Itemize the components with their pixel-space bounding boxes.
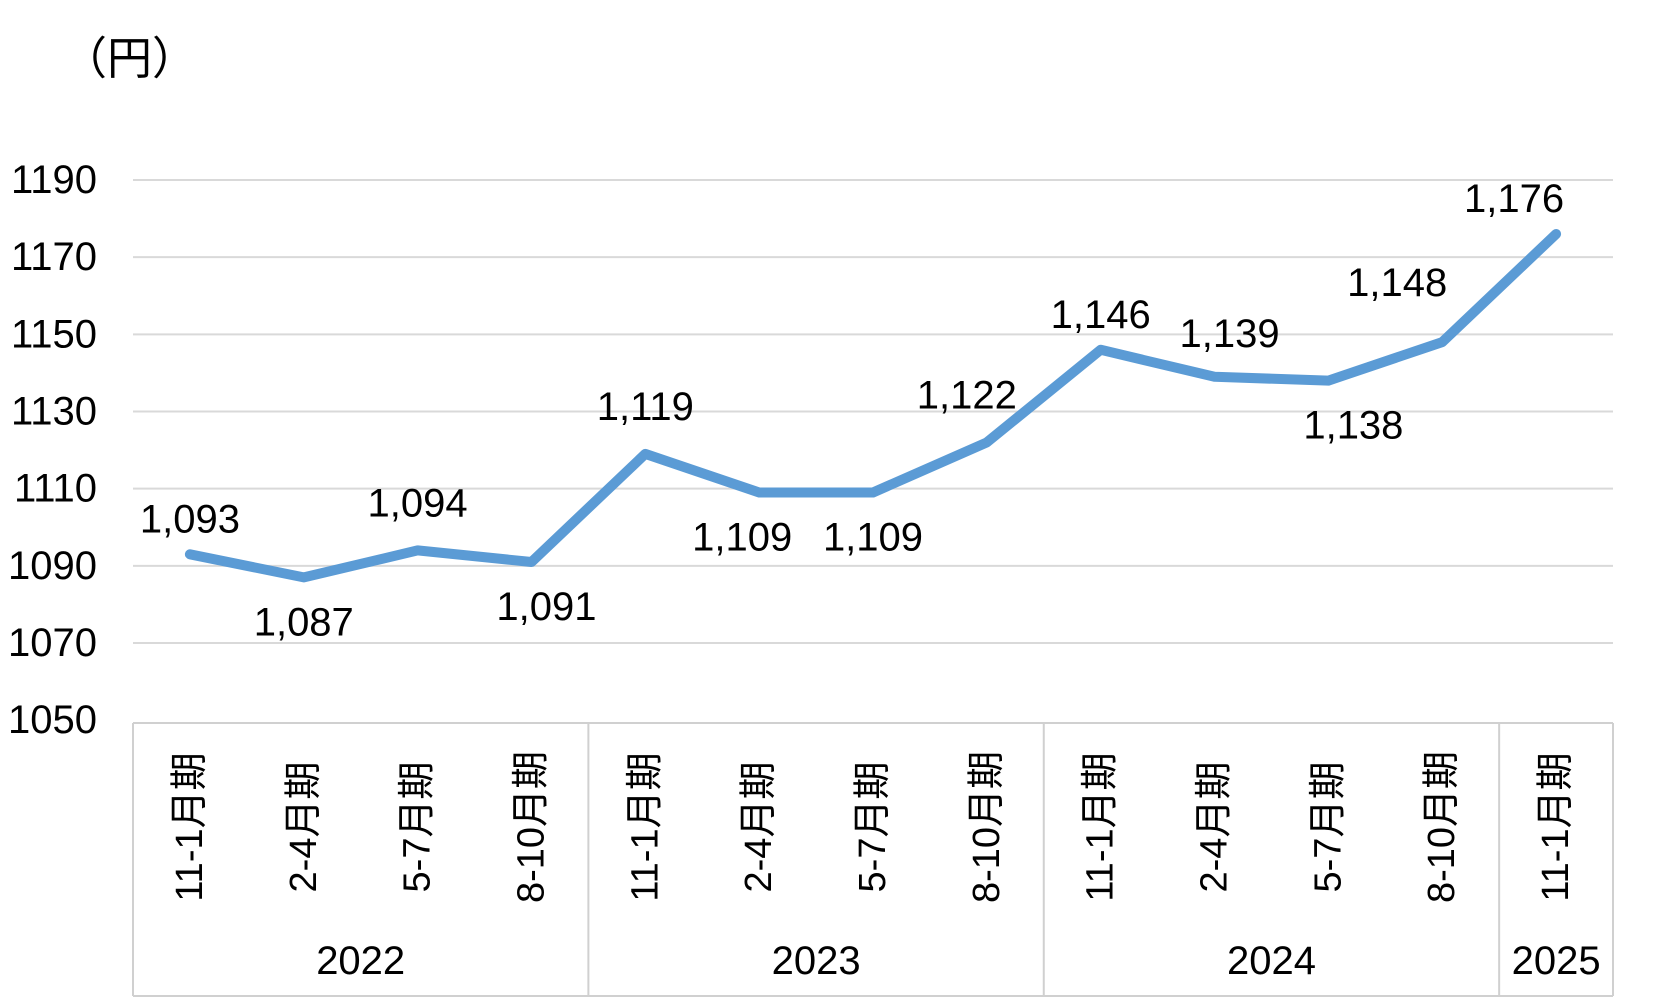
x-period-label: 2-4月期 [738,762,780,893]
axis-unit-label: （円） [62,33,197,84]
y-tick-label: 1050 [8,698,97,742]
data-point-label: 1,176 [1464,177,1564,221]
y-tick-label: 1110 [14,467,97,511]
data-point-label: 1,119 [597,385,694,429]
data-series [184,229,1562,583]
x-period-label: 5-7月期 [1307,762,1349,893]
x-period-label: 5-7月期 [852,762,894,893]
x-period-label: 11-1月期 [169,752,211,901]
x-period-label: 5-7月期 [397,762,439,893]
y-tick-label: 1150 [11,312,97,356]
year-label: 2023 [772,939,861,983]
data-point-label: 1,122 [917,373,1017,417]
x-period-label: 2-4月期 [1194,762,1236,893]
data-point-label: 1,138 [1303,404,1403,448]
year-label: 2022 [316,939,405,983]
data-point-label: 1,139 [1179,312,1279,356]
data-point-label: 1,093 [140,497,240,541]
x-axis-labels: 11-1月期 2-4月期 5-7月期 8-10月期 2022 11-1月期 2-4月期 5-7… [169,751,1601,983]
x-period-label: 8-10月期 [510,751,552,903]
x-period-label: 11-1月期 [624,752,666,901]
data-point-label: 1,146 [1051,293,1151,337]
data-point-label: 1,087 [254,600,354,644]
y-tick-label: 1170 [11,235,97,279]
data-point-label: 1,109 [823,516,923,560]
x-period-label: 11-1月期 [1080,752,1122,901]
x-period-label: 11-1月期 [1535,752,1577,901]
y-axis-ticks: 1190 1170 1150 1130 1110 1090 1070 1050 [8,158,97,742]
y-tick-label: 1190 [11,158,97,202]
x-period-label: 8-10月期 [966,751,1008,903]
y-tick-label: 1090 [8,544,97,588]
data-point-label: 1,109 [692,516,792,560]
x-period-label: 2-4月期 [283,762,325,893]
data-point-labels: 1,093 1,087 1,094 1,091 1,119 1,109 1,109 1,122… [140,177,1564,644]
x-axis-frame [132,722,1614,997]
trend-line [184,229,1562,583]
y-tick-label: 1130 [11,390,97,434]
x-period-label: 8-10月期 [1421,751,1463,903]
y-tick-label: 1070 [8,621,97,665]
year-label: 2024 [1227,939,1316,983]
data-point-label: 1,148 [1347,261,1447,305]
data-point-label: 1,094 [368,481,468,525]
data-point-label: 1,091 [496,585,596,629]
year-label: 2025 [1512,939,1601,983]
